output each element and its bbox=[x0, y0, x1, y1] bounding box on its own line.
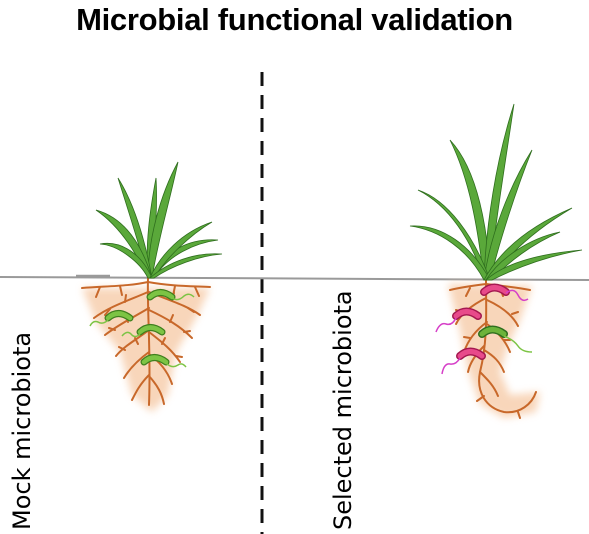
selected-plant bbox=[409, 103, 583, 419]
soil-line bbox=[0, 276, 589, 281]
mock-green-microbe bbox=[140, 354, 187, 368]
mock-green-microbe bbox=[146, 289, 195, 301]
selected-microbiota-label: Selected microbiota bbox=[329, 290, 357, 530]
selected-green-microbe bbox=[478, 325, 533, 353]
selected-pink-microbe bbox=[480, 283, 529, 302]
selected-pink-microbe bbox=[435, 307, 482, 333]
mock-microbiota-label: Mock microbiota bbox=[8, 331, 36, 530]
mock-plant bbox=[81, 161, 223, 412]
mock-roots bbox=[81, 277, 211, 406]
mock-leaves bbox=[95, 161, 223, 279]
selected-leaves bbox=[409, 103, 583, 281]
mock-green-microbe bbox=[89, 310, 134, 327]
selected-pink-microbe bbox=[441, 347, 486, 375]
page-title: Microbial functional validation bbox=[76, 2, 513, 37]
mock-green-microbe bbox=[121, 324, 166, 338]
